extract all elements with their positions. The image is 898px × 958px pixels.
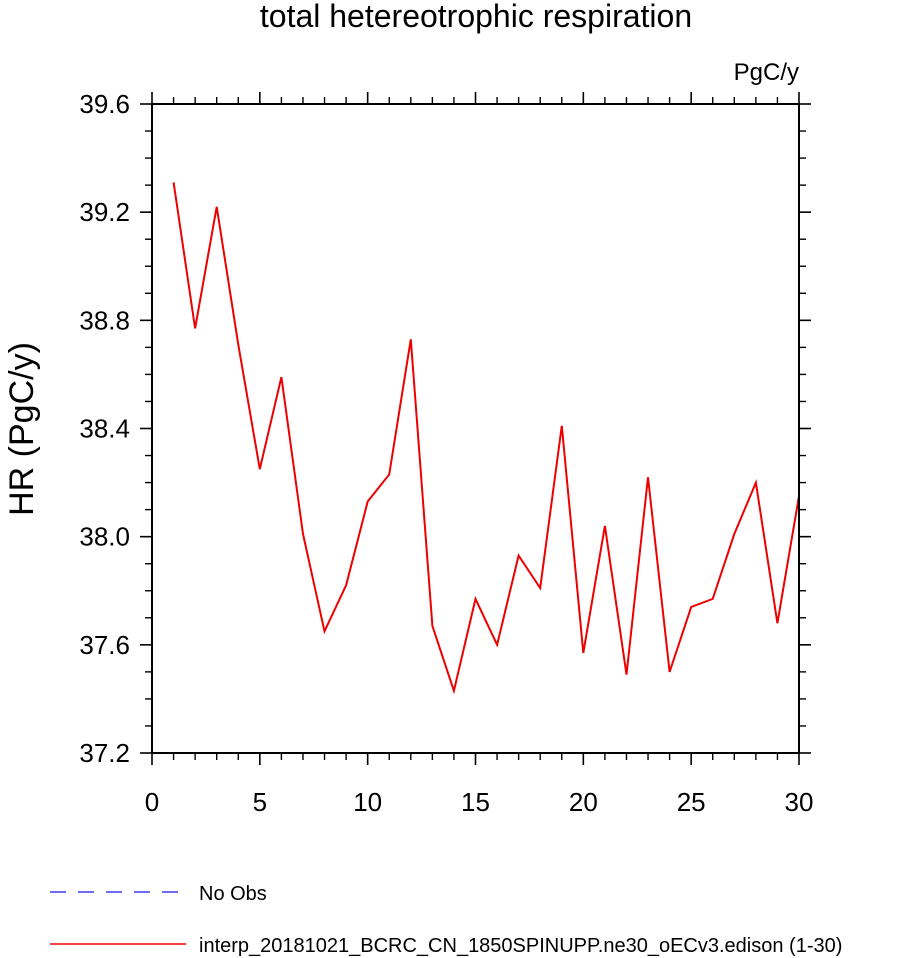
chart-title: total hetereotrophic respiration [260,0,692,34]
y-tick-label: 39.6 [79,89,130,119]
x-tick-label: 10 [353,787,382,817]
y-tick-label: 38.4 [79,414,130,444]
plot-frame [151,103,800,754]
minor-ticks [145,97,806,760]
x-tick-label: 5 [253,787,267,817]
y-tick-label: 38.8 [79,305,130,335]
x-tick-label: 30 [785,787,814,817]
legend: No Obs interp_20181021_BCRC_CN_1850SPINU… [50,883,842,957]
x-tick-label: 20 [569,787,598,817]
y-tick-label: 37.2 [79,738,130,768]
series-line [172,182,800,695]
y-tick-label: 38.0 [79,522,130,552]
x-tick-labels: 0 5 10 15 20 25 30 [145,787,814,817]
x-tick-label: 25 [677,787,706,817]
legend-label-no-obs: No Obs [199,883,267,905]
units-label: PgC/y [734,59,799,86]
x-tick-label: 0 [145,787,159,817]
y-tick-labels: 37.2 37.6 38.0 38.4 38.8 39.2 39.6 [79,89,130,768]
x-tick-label: 15 [461,787,490,817]
legend-label-model: interp_20181021_BCRC_CN_1850SPINUPP.ne30… [199,935,842,957]
major-ticks [140,92,811,765]
y-axis-label: HR (PgC/y) [3,342,41,516]
y-tick-label: 39.2 [79,197,130,227]
y-tick-label: 37.6 [79,630,130,660]
